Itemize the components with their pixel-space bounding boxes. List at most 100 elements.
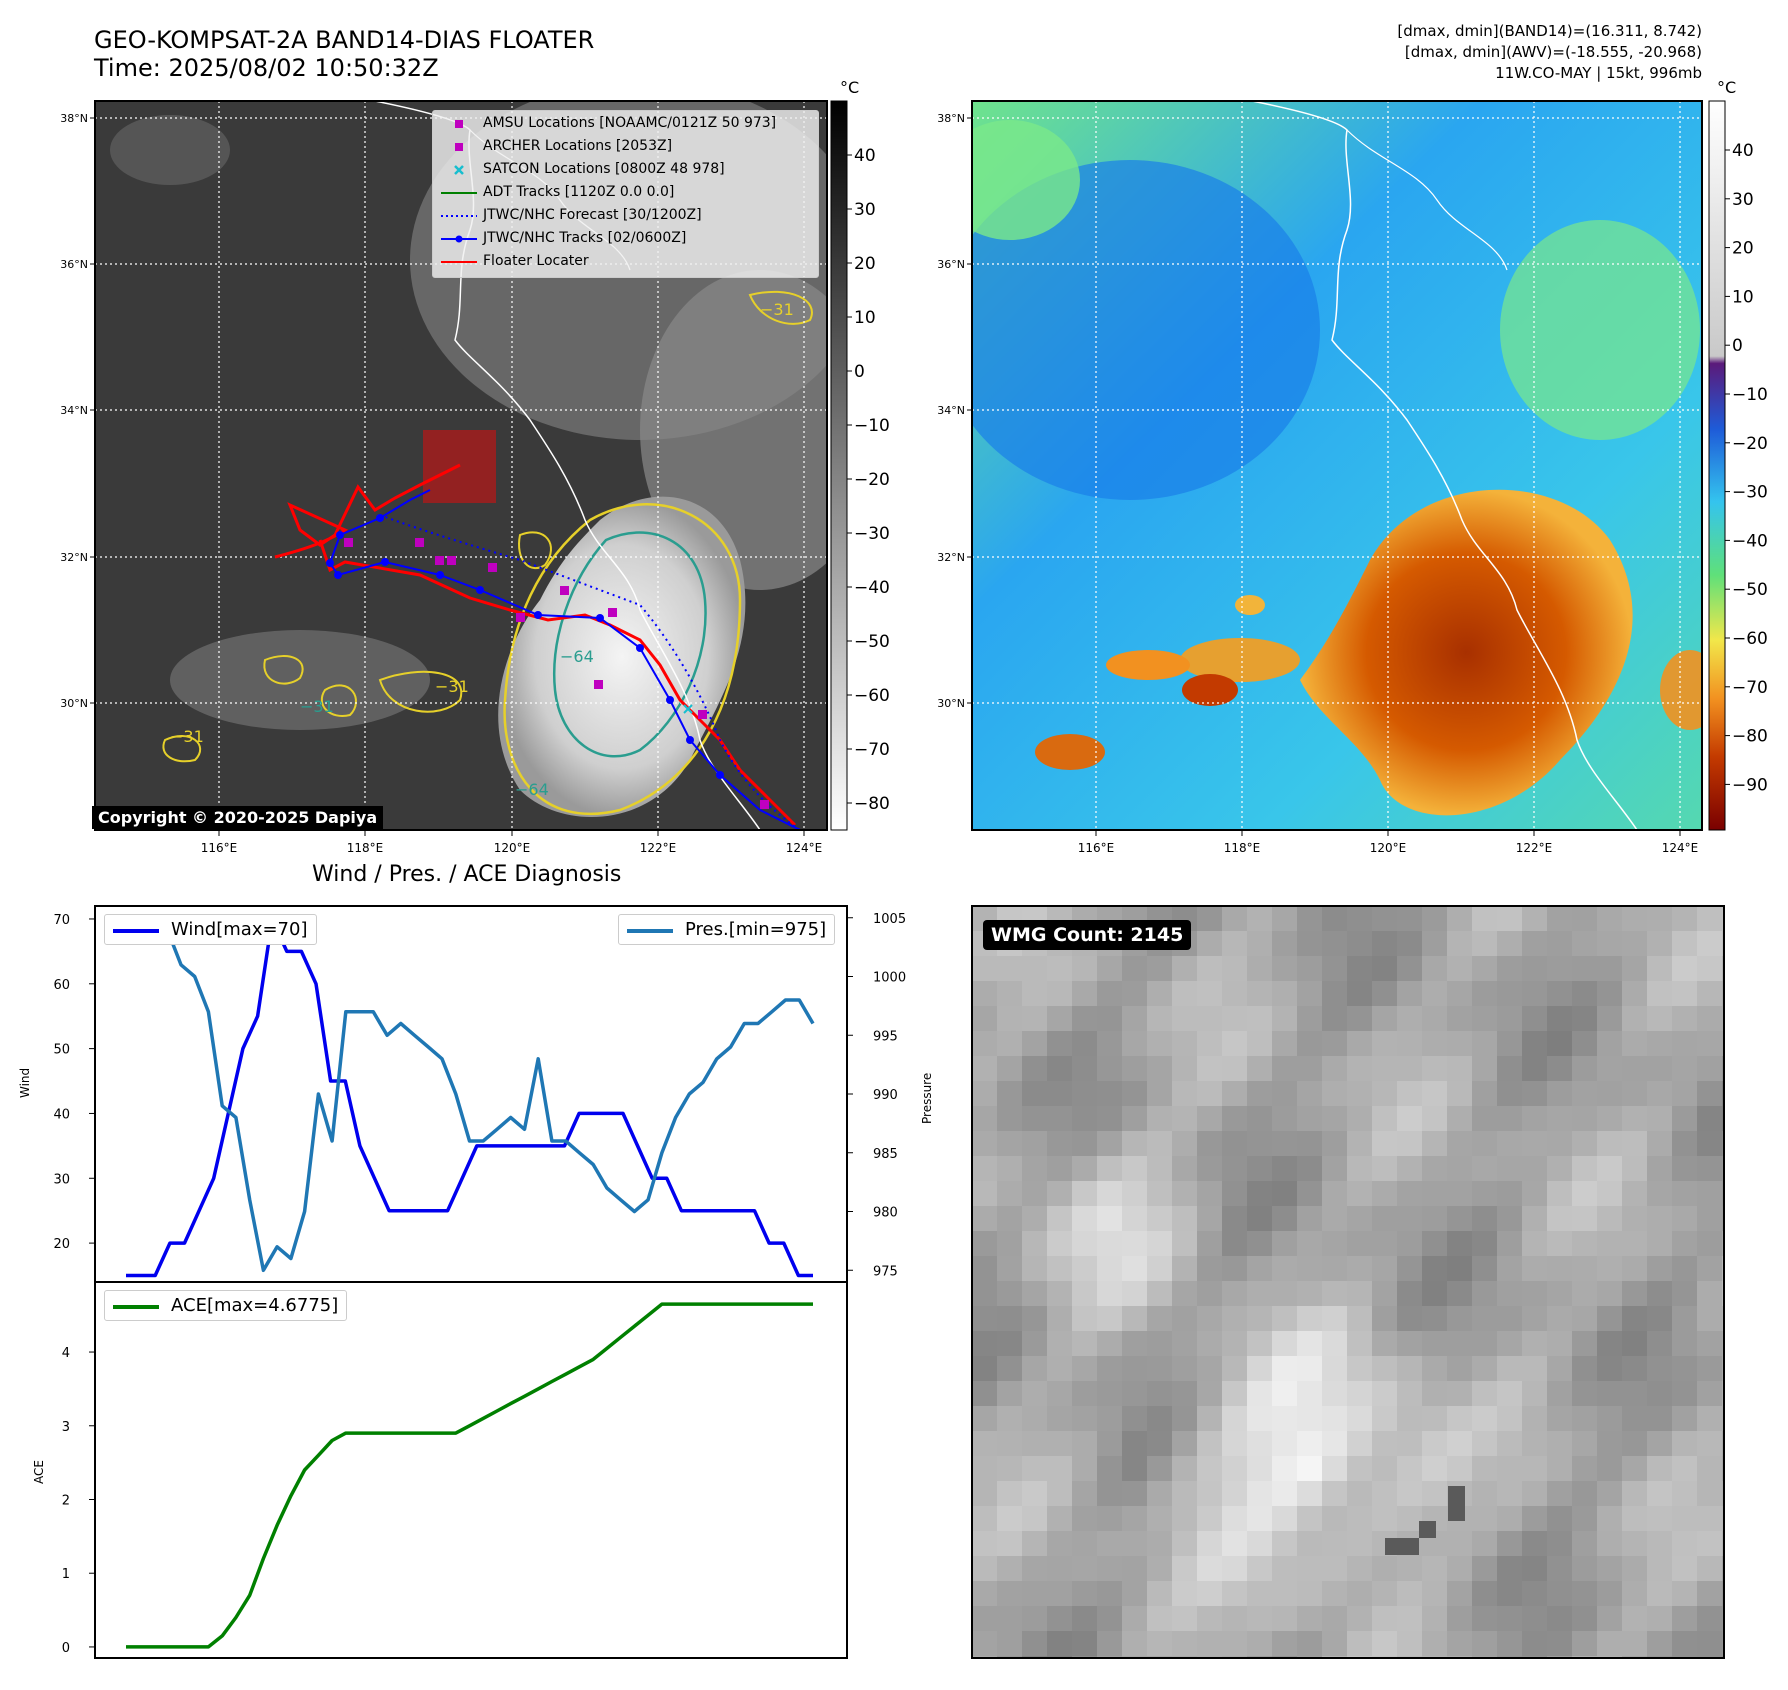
awv-warm-patch bbox=[1182, 674, 1238, 706]
wmg-cell bbox=[1572, 1656, 1597, 1658]
wmg-cell bbox=[1697, 1331, 1722, 1356]
wmg-cell bbox=[1197, 1256, 1222, 1281]
wmg-cell bbox=[1672, 1156, 1697, 1181]
wmg-cell bbox=[1297, 1506, 1322, 1531]
wmg-cell bbox=[1447, 1156, 1472, 1181]
wmg-cell bbox=[1147, 1056, 1172, 1081]
wmg-cell bbox=[1722, 1306, 1724, 1331]
wind-series-line bbox=[126, 917, 813, 1278]
wmg-cell bbox=[1272, 1256, 1297, 1281]
wmg-cell bbox=[1222, 1056, 1247, 1081]
wmg-cell bbox=[1472, 1131, 1497, 1156]
wmg-cell bbox=[1697, 1106, 1722, 1131]
wmg-cell bbox=[1122, 981, 1147, 1006]
wmg-cell bbox=[1547, 1256, 1572, 1281]
wmg-cell bbox=[1297, 1031, 1322, 1056]
wmg-cell bbox=[1372, 1131, 1397, 1156]
wmg-cell bbox=[1622, 1581, 1647, 1606]
wmg-cell bbox=[972, 1456, 997, 1481]
wmg-cell bbox=[1047, 1381, 1072, 1406]
wmg-cell bbox=[1397, 1656, 1422, 1658]
wind-tick-label: 60 bbox=[53, 978, 70, 993]
wmg-cell bbox=[1647, 956, 1672, 981]
wmg-cell bbox=[1272, 1381, 1297, 1406]
wmg-cell bbox=[1322, 1581, 1347, 1606]
lon-tick-label: 124°E bbox=[786, 841, 823, 855]
wmg-frame bbox=[971, 905, 1725, 1659]
lon-tick-label: 118°E bbox=[347, 841, 384, 855]
wmg-cell bbox=[1222, 1531, 1247, 1556]
colorbar-tick-label: −40 bbox=[1732, 531, 1768, 551]
wmg-cell bbox=[1597, 956, 1622, 981]
wmg-cell bbox=[1622, 981, 1647, 1006]
wmg-cell bbox=[1572, 1031, 1597, 1056]
map-tick-labels: 38°N 38°N 36°N 36°N 34°N 34°N 32°N 32°N 30°N 30°N… bbox=[60, 112, 1768, 855]
wmg-cell bbox=[1022, 1581, 1047, 1606]
wmg-cell bbox=[1472, 1406, 1497, 1431]
wmg-cell bbox=[1322, 1481, 1347, 1506]
wmg-cell bbox=[1422, 981, 1447, 1006]
pressure-tick-label: 995 bbox=[873, 1029, 898, 1044]
wmg-cell bbox=[1572, 1381, 1597, 1406]
info-band14: [dmax, dmin](BAND14)=(16.311, 8.742) bbox=[1397, 22, 1702, 40]
wmg-cell bbox=[1072, 1206, 1097, 1231]
wmg-cell bbox=[1622, 1281, 1647, 1306]
wmg-cell bbox=[1697, 1606, 1722, 1631]
wmg-cell bbox=[1397, 1581, 1422, 1606]
wmg-cell bbox=[1697, 1631, 1722, 1656]
diagnosis-plots: 70 60 50 40 30 20 1005 1000 995 990 985 980 975 4 3 2 1 0 bbox=[53, 912, 906, 1656]
wmg-cell bbox=[1672, 931, 1697, 956]
wmg-cell bbox=[1697, 1306, 1722, 1331]
wmg-cell bbox=[1247, 906, 1272, 931]
wmg-cell bbox=[1672, 1381, 1697, 1406]
wmg-cell bbox=[1497, 1181, 1522, 1206]
wmg-cell bbox=[1547, 1156, 1572, 1181]
wmg-cell bbox=[1247, 1531, 1272, 1556]
wmg-cell bbox=[1197, 1006, 1222, 1031]
wmg-cell bbox=[1172, 1031, 1197, 1056]
wmg-cell bbox=[1397, 1456, 1422, 1481]
wmg-cell bbox=[1272, 1306, 1297, 1331]
wmg-cell bbox=[1497, 1331, 1522, 1356]
wmg-cell bbox=[1522, 1156, 1547, 1181]
wmg-cell bbox=[1272, 906, 1297, 931]
wmg-cell bbox=[1222, 1556, 1247, 1581]
wmg-cell bbox=[1322, 1256, 1347, 1281]
wmg-cell bbox=[1497, 1006, 1522, 1031]
wmg-cell bbox=[1022, 1056, 1047, 1081]
wmg-cell bbox=[1022, 1206, 1047, 1231]
wmg-cell bbox=[1322, 1381, 1347, 1406]
colorbar-tick-label: −80 bbox=[854, 794, 890, 814]
wmg-cell bbox=[1647, 906, 1672, 931]
wmg-cell bbox=[1297, 1106, 1322, 1131]
lat-tick-label: 38°N bbox=[60, 112, 88, 125]
wmg-cell bbox=[1372, 1306, 1397, 1331]
dotted-line-icon bbox=[441, 215, 477, 217]
wmg-cell bbox=[1372, 1081, 1397, 1106]
wmg-cell bbox=[1497, 1156, 1522, 1181]
awv-storm-region bbox=[1300, 489, 1633, 816]
wmg-cell bbox=[972, 1206, 997, 1231]
wmg-cell bbox=[1297, 1156, 1322, 1181]
wmg-cell bbox=[1422, 1081, 1447, 1106]
wmg-cell bbox=[972, 1031, 997, 1056]
wmg-cell bbox=[1322, 1356, 1347, 1381]
wmg-cell bbox=[1522, 1131, 1547, 1156]
wmg-cell bbox=[1622, 1431, 1647, 1456]
wmg-cell bbox=[1172, 1531, 1197, 1556]
wmg-cell bbox=[1497, 1256, 1522, 1281]
wmg-cell bbox=[1272, 931, 1297, 956]
wmg-cell bbox=[1097, 956, 1122, 981]
line-marker-icon bbox=[441, 261, 477, 263]
wmg-cell bbox=[1072, 1431, 1097, 1456]
wmg-cell bbox=[1047, 1006, 1072, 1031]
wmg-cell bbox=[1247, 1031, 1272, 1056]
ir-cloud-band bbox=[110, 115, 230, 185]
wmg-cell bbox=[1572, 1306, 1597, 1331]
wmg-cell bbox=[972, 1656, 997, 1658]
wmg-cell bbox=[1072, 1081, 1097, 1106]
wmg-cell bbox=[1297, 1356, 1322, 1381]
ir-contour-warm bbox=[748, 290, 813, 325]
lon-tick-label: 122°E bbox=[640, 841, 677, 855]
wmg-cell bbox=[1097, 1456, 1122, 1481]
